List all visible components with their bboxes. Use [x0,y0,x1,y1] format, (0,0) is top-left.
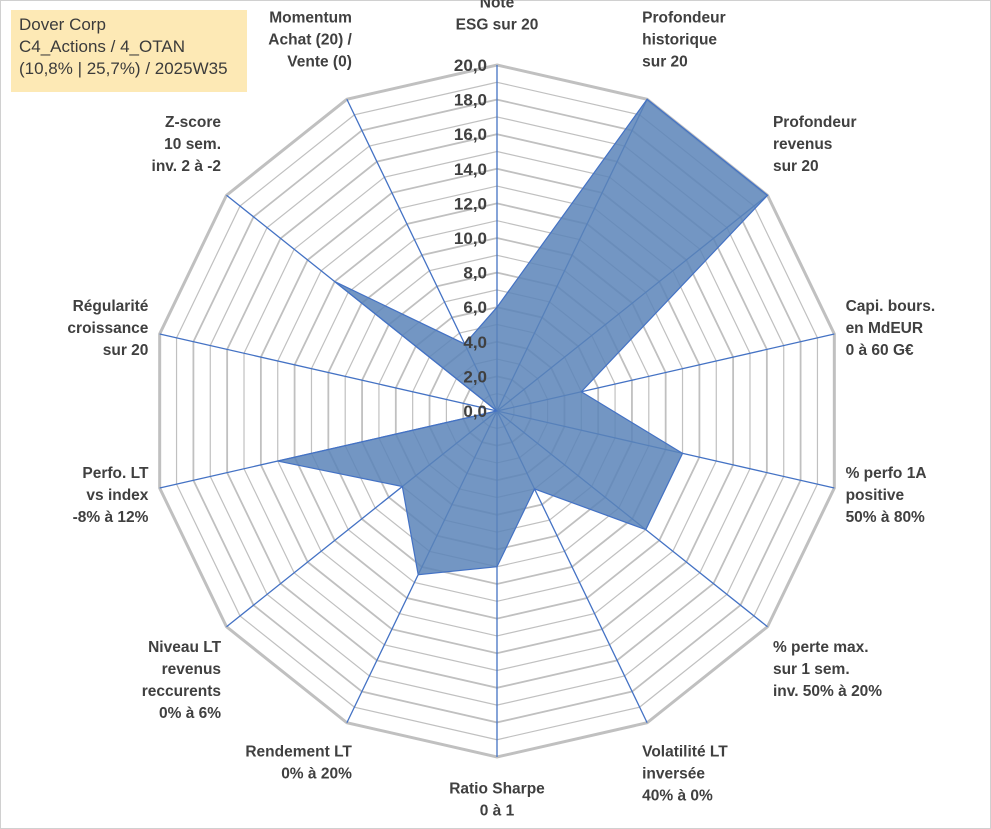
axis-label: Z-score 10 sem. inv. 2 à -2 [152,114,222,175]
axis-label: Ratio Sharpe 0 à 1 [449,781,545,820]
info-category: C4_Actions / 4_OTAN [19,37,185,56]
tick-label: 18,0 [454,91,487,110]
tick-label: 8,0 [463,264,487,283]
tick-label: 12,0 [454,194,487,213]
chart-info-box: Dover Corp C4_Actions / 4_OTAN (10,8% | … [11,10,247,92]
tick-label: 0,0 [463,402,487,421]
axis-label: Capi. bours. en MdEUR 0 à 60 G€ [846,298,936,359]
tick-label: 20,0 [454,56,487,75]
radar-tick-labels: 0,0 2,0 4,0 6,0 8,0 10,0 12,0 14,0 16,0 18,0 20,0 [454,56,487,421]
radar-axis-labels: Note ESG sur 20 Profondeur historique sur 20… [67,0,935,820]
tick-label: 16,0 [454,125,487,144]
axis-label: Momentum Achat (20) / Vente (0) [268,10,352,71]
axis-label: Profondeur historique sur 20 [642,10,726,71]
axis-label: Niveau LT revenus reccurents 0% à 6% [142,639,222,722]
axis-label: Rendement LT 0% à 20% [245,743,352,782]
axis-label: Volatilité LT inversée 40% à 0% [642,743,728,804]
radar-series [277,98,769,576]
axis-label: Régularité croissance sur 20 [67,298,148,359]
tick-label: 4,0 [463,333,487,352]
info-company: Dover Corp [19,15,106,34]
axis-label: Perfo. LT vs index -8% à 12% [73,465,149,526]
axis-label: Profondeur revenus sur 20 [773,114,857,175]
axis-spoke [159,333,498,412]
axis-label: % perte max. sur 1 sem. inv. 50% à 20% [773,639,882,700]
info-stats: (10,8% | 25,7%) / 2025W35 [19,59,228,78]
tick-label: 14,0 [454,160,487,179]
series-area [277,98,769,576]
tick-label: 10,0 [454,229,487,248]
axis-label: % perfo 1A positive 50% à 80% [846,465,927,526]
axis-label: Note ESG sur 20 [456,0,539,34]
tick-label: 6,0 [463,298,487,317]
tick-label: 2,0 [463,367,487,386]
